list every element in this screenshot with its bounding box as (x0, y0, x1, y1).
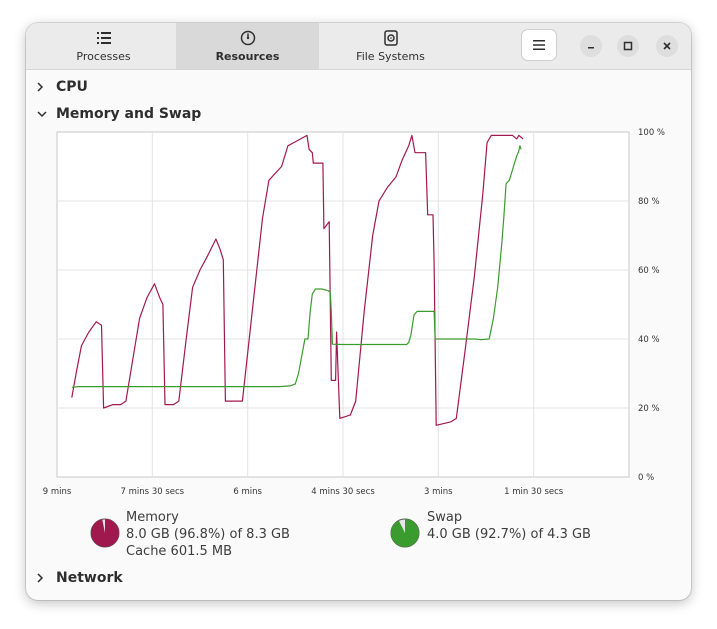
memory-usage: 8.0 GB (96.8%) of 8.3 GB (126, 527, 290, 542)
y-tick-label: 80 % (638, 197, 660, 207)
tab-label: Resources (215, 50, 280, 63)
swap-series-line (71, 145, 522, 388)
close-button[interactable] (656, 35, 678, 57)
network-section-header[interactable]: Network (36, 567, 123, 589)
x-tick-label: 1 min 30 secs (504, 487, 564, 497)
tab-label: Processes (76, 50, 131, 63)
y-tick-label: 60 % (638, 266, 660, 276)
memory-section-header[interactable]: Memory and Swap (36, 103, 201, 125)
chevron-right-icon (36, 572, 48, 584)
tab-file-systems[interactable]: File Systems (319, 23, 462, 69)
section-title: Network (56, 570, 123, 586)
minimize-button[interactable] (580, 35, 602, 57)
close-icon (663, 42, 671, 50)
tab-resources[interactable]: Resources (176, 23, 319, 69)
swap-legend: Swap 4.0 GB (92.7%) of 4.3 GB (427, 509, 591, 543)
memory-label: Memory (126, 510, 179, 525)
chevron-down-icon (36, 108, 48, 120)
section-title: CPU (56, 79, 88, 95)
section-title: Memory and Swap (56, 106, 202, 122)
y-tick-label: 100 % (638, 128, 665, 138)
swap-label: Swap (427, 510, 463, 525)
x-tick-label: 4 mins 30 secs (311, 487, 375, 497)
y-tick-label: 20 % (638, 404, 660, 414)
chevron-right-icon (36, 81, 48, 93)
minimize-icon (588, 47, 594, 49)
cpu-section-header[interactable]: CPU (36, 76, 88, 98)
disk-icon (383, 29, 398, 47)
memory-swap-chart: 9 mins 7 mins 30 secs 6 mins 4 mins 30 secs… (43, 128, 665, 497)
x-tick-label: 9 mins (43, 487, 72, 497)
x-tick-label: 7 mins 30 secs (121, 487, 185, 497)
memory-legend: Memory 8.0 GB (96.8%) of 8.3 GB Cache 60… (126, 509, 290, 560)
maximize-button[interactable] (617, 35, 639, 57)
list-icon (96, 29, 111, 47)
swap-usage: 4.0 GB (92.7%) of 4.3 GB (427, 527, 591, 542)
tab-label: File Systems (356, 50, 425, 63)
gauge-icon (240, 29, 256, 47)
memory-series-line (71, 134, 524, 426)
swap-pie-icon (390, 518, 420, 548)
y-tick-label: 40 % (638, 335, 660, 345)
hamburger-menu-icon (533, 40, 545, 50)
maximize-icon (623, 41, 633, 51)
x-tick-label: 6 mins (233, 487, 262, 497)
header-bar: Processes Resources File Systems (26, 23, 691, 70)
y-tick-label: 0 % (638, 473, 654, 483)
tab-processes[interactable]: Processes (32, 23, 175, 69)
system-monitor-window: Processes Resources File Systems (26, 23, 691, 600)
main-menu-button[interactable] (522, 30, 556, 60)
x-tick-label: 3 mins (424, 487, 453, 497)
memory-cache: Cache 601.5 MB (126, 544, 233, 559)
memory-pie-icon (90, 518, 120, 548)
